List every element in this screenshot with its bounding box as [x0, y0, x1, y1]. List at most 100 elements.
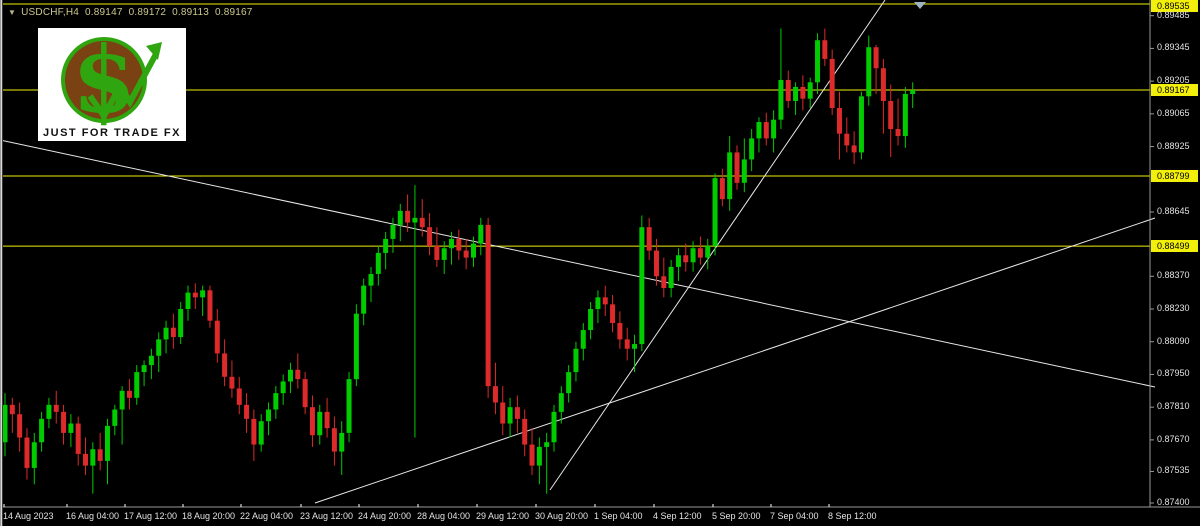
candle-body: [222, 353, 228, 377]
candle-body: [134, 372, 140, 398]
candle-body: [170, 327, 176, 338]
candle-body: [734, 152, 740, 183]
candle-body: [361, 285, 367, 314]
candle-body: [258, 421, 264, 445]
candle-body: [90, 449, 96, 466]
time-axis-label: 23 Aug 12:00: [300, 511, 354, 521]
time-axis-label: 17 Aug 12:00: [124, 511, 178, 521]
candle-body: [119, 390, 125, 410]
symbol-dropdown-icon[interactable]: ▼: [8, 8, 17, 17]
candle-body: [353, 313, 359, 380]
candle-body: [778, 79, 784, 120]
time-axis-label: 24 Aug 20:00: [358, 511, 412, 521]
candle-body: [302, 379, 308, 408]
candle-body: [405, 210, 411, 223]
candle-body: [485, 224, 491, 387]
candle-body: [463, 250, 469, 258]
candle-body: [815, 40, 821, 83]
candle-body: [566, 372, 572, 394]
time-axis-label: 14 Aug 2023: [3, 511, 54, 521]
candle-body: [639, 227, 645, 345]
candle-body: [2, 404, 8, 443]
candle-body: [31, 442, 37, 468]
candle-body: [595, 297, 601, 310]
candle-body: [617, 323, 623, 340]
price-axis-label: 0.88925: [1157, 140, 1190, 151]
candle-body: [178, 309, 184, 338]
candle-body: [331, 428, 337, 452]
symbol-period-label: USDCHF,H4: [21, 7, 80, 18]
candle-body: [192, 292, 198, 298]
candle-body: [470, 243, 476, 258]
candle-body: [309, 407, 315, 436]
price-axis-tag: 0.89167: [1151, 84, 1198, 96]
price-axis-label: 0.87670: [1157, 433, 1190, 444]
price-axis-tag: 0.88799: [1151, 170, 1198, 183]
candle-body: [434, 245, 440, 260]
broker-logo: $ JUST FOR TRADE FX: [38, 26, 186, 141]
price-axis-label: 0.87810: [1157, 401, 1190, 412]
price-axis-label: 0.89485: [1157, 9, 1190, 20]
candle-body: [83, 453, 89, 466]
candle-body: [9, 404, 15, 415]
candle-body: [229, 376, 235, 389]
candle-body: [427, 227, 433, 246]
candle-body: [39, 418, 45, 443]
candle-body: [888, 100, 894, 130]
ascending-trendline: [314, 217, 1156, 504]
time-axis-label: 4 Sep 12:00: [653, 511, 702, 521]
price-axis-label: 0.89345: [1157, 42, 1190, 53]
candle-body: [478, 224, 484, 244]
candle-body: [141, 365, 147, 373]
candle-body: [397, 210, 403, 225]
candle-body: [75, 423, 81, 454]
time-axis-label: 16 Aug 04:00: [66, 511, 120, 521]
descending-trendline: [0, 139, 1156, 388]
candle-body: [529, 444, 535, 466]
time-axis-label: 28 Aug 04:00: [417, 511, 471, 521]
candle-body: [895, 129, 901, 137]
time-axis-label: 7 Sep 04:00: [770, 511, 819, 521]
candle-body: [514, 407, 520, 419]
candle-body: [185, 292, 191, 310]
time-axis-label: 29 Aug 12:00: [476, 511, 530, 521]
candle-body: [368, 273, 374, 286]
candle-body: [507, 407, 513, 424]
ohlc-low-value: 0.89113: [172, 7, 209, 18]
candle-body: [17, 414, 23, 438]
price-axis-label: 0.87950: [1157, 368, 1190, 379]
logo-graphic: $: [61, 26, 162, 134]
candle-body: [251, 418, 257, 445]
candle-body: [683, 255, 689, 263]
candle-body: [653, 250, 659, 277]
candle-body: [163, 327, 169, 340]
candle-body: [697, 248, 703, 258]
candle-body: [632, 344, 638, 349]
price-axis-label: 0.88230: [1157, 303, 1190, 313]
candle-body: [383, 238, 389, 253]
candle-body: [836, 108, 842, 134]
candle-body: [375, 252, 381, 274]
candle-body: [771, 119, 777, 139]
candle-body: [236, 388, 242, 405]
price-axis-tag: 0.88499: [1151, 240, 1198, 253]
candle-body: [588, 309, 594, 331]
candle-body: [558, 393, 564, 412]
time-axis-label: 22 Aug 04:00: [240, 511, 294, 521]
candle-body: [675, 255, 681, 267]
candle-body: [902, 93, 908, 137]
price-axis-label: 0.89205: [1157, 75, 1190, 86]
candle-body: [339, 432, 345, 452]
candle-body: [749, 138, 755, 160]
price-axis-tag: 0.89535: [1151, 0, 1198, 12]
candle-body: [53, 404, 59, 412]
candle-body: [295, 369, 301, 380]
price-axis-label: 0.89065: [1157, 107, 1190, 118]
price-axis-label: 0.87400: [1157, 497, 1190, 507]
candle-body: [910, 90, 916, 94]
candle-body: [785, 79, 791, 101]
candle-body: [449, 238, 455, 249]
price-axis-label: 0.88370: [1157, 270, 1190, 281]
